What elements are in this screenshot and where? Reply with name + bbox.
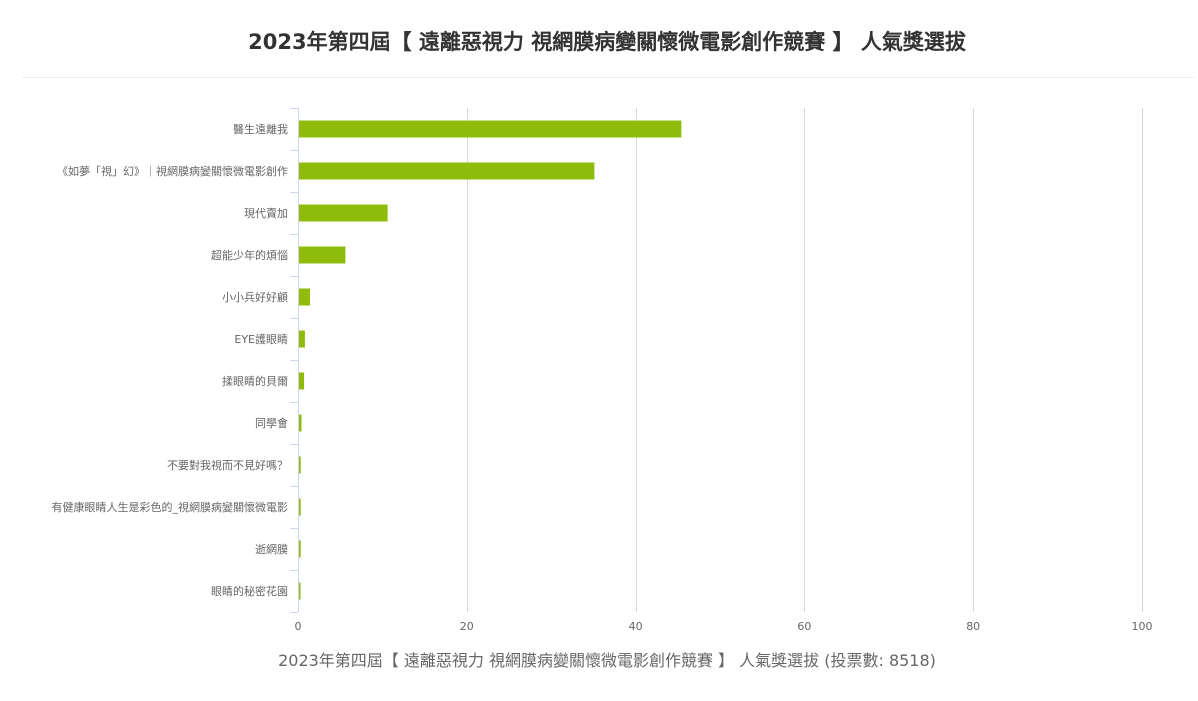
gridlines	[467, 108, 1143, 612]
bar[interactable]	[299, 330, 305, 348]
category-labels: 醫生遠離我《如夢「視」幻》｜視網膜病變關懷微電影創作現代賣加超能少年的煩惱小小兵…	[52, 122, 289, 598]
bar[interactable]	[299, 204, 388, 222]
bar[interactable]	[299, 162, 595, 180]
category-axis	[290, 108, 299, 613]
category-label: 不要對我視而不見好嗎？	[167, 458, 288, 472]
bar[interactable]	[299, 456, 301, 474]
category-label: 揉眼睛的貝爾	[222, 374, 288, 388]
category-label: 醫生遠離我	[233, 122, 288, 136]
x-tick-label: 100	[1132, 620, 1153, 633]
category-label: 逝網膜	[255, 542, 288, 556]
x-tick-label: 0	[295, 620, 302, 633]
category-label: EYE護眼睛	[234, 332, 288, 346]
title-divider	[22, 77, 1194, 78]
bars	[299, 120, 682, 600]
bar[interactable]	[299, 540, 301, 558]
x-tick-label: 40	[629, 620, 643, 633]
category-label: 眼睛的秘密花園	[211, 584, 288, 598]
bar[interactable]	[299, 582, 301, 600]
category-label: 有健康眼睛人生是彩色的_視網膜病變關懷微電影	[52, 500, 289, 514]
bar[interactable]	[299, 120, 682, 138]
x-tick-label: 80	[966, 620, 980, 633]
bar[interactable]	[299, 246, 346, 264]
category-label: 《如夢「視」幻》｜視網膜病變關懷微電影創作	[57, 164, 288, 178]
category-label: 小小兵好好顧	[222, 290, 288, 304]
bar[interactable]	[299, 498, 301, 516]
chart-title: 2023年第四屆【 遠離惡視力 視網膜病變關懷微電影創作競賽 】 人氣獎選拔	[248, 30, 966, 54]
x-axis-title: 2023年第四屆【 遠離惡視力 視網膜病變關懷微電影創作競賽 】 人氣獎選拔 (…	[278, 651, 936, 670]
bar[interactable]	[299, 414, 302, 432]
bar[interactable]	[299, 372, 305, 390]
x-tick-label: 60	[797, 620, 811, 633]
category-label: 同學會	[255, 416, 288, 430]
bar[interactable]	[299, 288, 310, 306]
category-label: 超能少年的煩惱	[211, 248, 288, 262]
x-tick-labels: 0 20 40 60 80 100	[295, 620, 1153, 633]
category-label: 現代賣加	[244, 206, 288, 220]
x-tick-label: 20	[460, 620, 474, 633]
